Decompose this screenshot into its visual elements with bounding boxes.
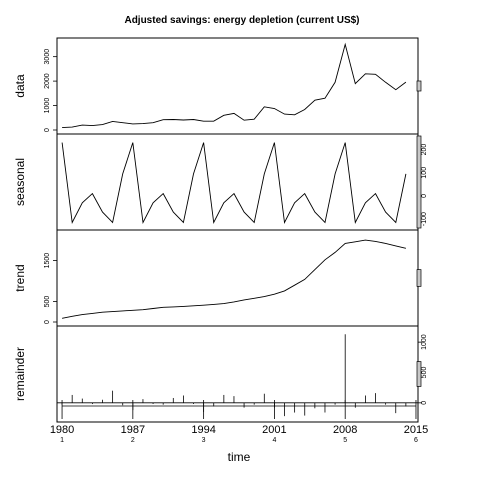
y-tick-label: 3000 <box>44 49 51 65</box>
panel-frame <box>56 133 419 231</box>
y-tick-label: 1000 <box>421 334 428 350</box>
y-axis-label-remainder: remainder <box>13 347 27 401</box>
x-tick-label: 2001 <box>262 424 286 436</box>
series-line-trend <box>62 239 407 319</box>
series-line-seasonal <box>61 142 407 225</box>
panel-trend: 0 500 1500 trend <box>13 229 422 327</box>
chart-title: Adjusted savings: energy depletion (curr… <box>124 15 359 26</box>
y-tick-label: -100 <box>421 212 428 226</box>
scale-bar <box>416 361 422 387</box>
x-tick-label: 1980 <box>50 424 74 436</box>
y-tick-label: 0 <box>421 194 428 198</box>
x-tick-label: 1987 <box>121 424 145 436</box>
x-tick-sublabel: 1 <box>60 437 64 444</box>
panel-frame <box>56 37 419 135</box>
x-tick-sublabel: 3 <box>202 437 206 444</box>
panel-frame <box>56 325 419 423</box>
y-tick-label: 200 <box>421 144 428 156</box>
panel-data: 0 1000 2000 3000 data <box>13 37 422 135</box>
y-axis-label-seasonal: seasonal <box>13 158 27 206</box>
scale-bar <box>416 269 422 287</box>
panels-group: 0 1000 2000 3000 data -100 0 100 200 seasonal 0 500… <box>13 37 428 423</box>
x-tick-sublabel: 6 <box>414 437 418 444</box>
x-tick-label: 2008 <box>333 424 357 436</box>
scale-bar <box>416 80 422 92</box>
y-tick-label: 0 <box>44 128 51 132</box>
x-axis-label: time <box>228 450 251 464</box>
y-tick-label: 0 <box>421 401 428 405</box>
y-tick-label: 100 <box>421 167 428 179</box>
y-tick-label: 2000 <box>44 73 51 89</box>
x-tick-sublabel: 4 <box>272 437 276 444</box>
scale-bar <box>416 135 422 229</box>
series-line-data <box>62 42 407 129</box>
y-axis-label-trend: trend <box>13 264 27 291</box>
y-axis-label-data: data <box>13 74 27 98</box>
y-tick-label: 1000 <box>44 98 51 114</box>
x-tick-label: 1994 <box>191 424 215 436</box>
x-tick-label: 2015 <box>404 424 428 436</box>
x-tick-sublabel: 2 <box>131 437 135 444</box>
y-tick-label: 500 <box>44 296 51 308</box>
y-tick-label: 500 <box>421 367 428 379</box>
panel-remainder: 0 500 1000 remainder <box>13 325 428 423</box>
y-tick-label: 1500 <box>44 253 51 269</box>
x-tick-sublabel: 5 <box>343 437 347 444</box>
y-tick-label: 0 <box>44 320 51 324</box>
panel-seasonal: -100 0 100 200 seasonal <box>13 133 428 231</box>
